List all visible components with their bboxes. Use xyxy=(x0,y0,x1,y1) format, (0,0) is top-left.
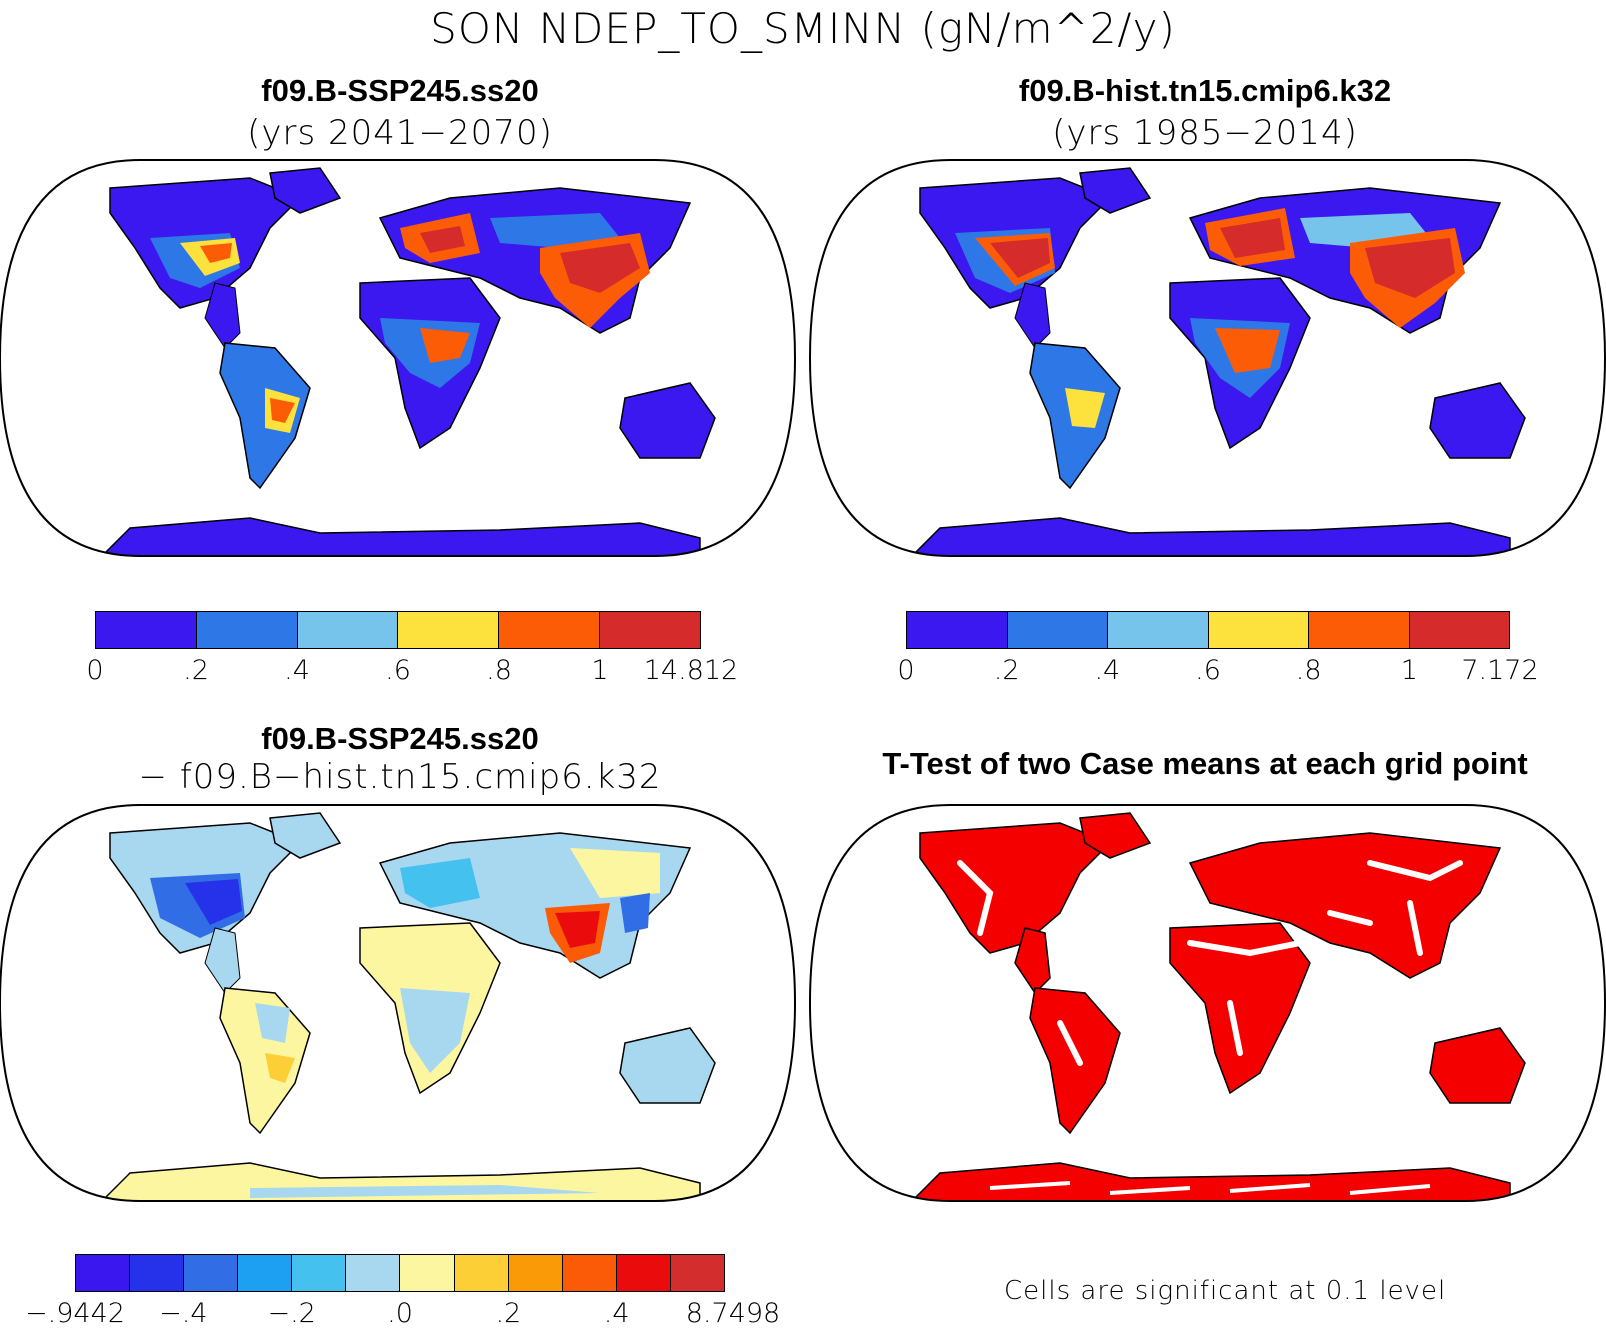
colorbar-swatch xyxy=(600,612,700,648)
colorbar-tick-label: .0 xyxy=(387,1298,413,1329)
colorbar-swatch xyxy=(292,1255,347,1291)
colorbar-swatch xyxy=(1409,612,1509,648)
colorbar-tick-label: .4 xyxy=(284,655,310,686)
colorbar-tick-label: 1 xyxy=(1400,655,1418,686)
colorbar-tick-label: .8 xyxy=(1295,655,1322,686)
colorbar-tick-label: 8.7498 xyxy=(685,1298,781,1329)
colorbar-swatch xyxy=(907,612,1008,648)
colorbar-tick-label: .2 xyxy=(495,1298,522,1329)
colorbar-tick-label: .8 xyxy=(486,655,512,686)
colorbar-swatch xyxy=(130,1255,185,1291)
colorbar-swatch xyxy=(76,1255,131,1291)
colorbar-tick-label: −.2 xyxy=(267,1298,316,1329)
colorbar-tick-label: .2 xyxy=(993,655,1020,686)
map-bottom-left xyxy=(0,804,797,1202)
colorbar-swatch xyxy=(346,1255,401,1291)
colorbar-tick-label: .6 xyxy=(385,655,411,686)
panel-bl-subtitle: − f09.B−hist.tn15.cmip6.k32 xyxy=(138,757,662,797)
colorbar-swatch xyxy=(1007,612,1108,648)
colorbar-swatch xyxy=(1208,612,1309,648)
colorbar-swatch xyxy=(1309,612,1410,648)
colorbar-tick-label: 1 xyxy=(591,655,609,686)
map-top-left xyxy=(0,159,797,557)
colorbar-tick-label: 7.172 xyxy=(1461,655,1539,686)
colorbar-swatch xyxy=(96,612,197,648)
colorbar-tick-label: −.4 xyxy=(159,1298,208,1329)
map-bottom-right xyxy=(808,804,1606,1202)
panel-tl-case: f09.B-SSP245.ss20 xyxy=(261,73,539,108)
figure-title: SON NDEP_TO_SMINN (gN/m^2/y) xyxy=(430,4,1176,53)
colorbar-tick-label: 14.812 xyxy=(643,655,739,686)
colorbar-top-left xyxy=(95,611,701,649)
colorbar-bottom-left xyxy=(75,1254,725,1292)
colorbar-swatch xyxy=(508,1255,563,1291)
colorbar-tick-label: .4 xyxy=(603,1298,630,1329)
colorbar-tick-label: .4 xyxy=(1094,655,1121,686)
colorbar-swatch xyxy=(562,1255,617,1291)
panel-tr-subtitle: (yrs 1985−2014) xyxy=(1052,113,1358,153)
colorbar-swatch xyxy=(499,612,601,648)
panel-bl-case: f09.B-SSP245.ss20 xyxy=(261,721,539,756)
panel-tr-case: f09.B-hist.tn15.cmip6.k32 xyxy=(1018,73,1392,108)
colorbar-swatch xyxy=(400,1255,455,1291)
colorbar-swatch xyxy=(616,1255,671,1291)
colorbar-swatch xyxy=(1108,612,1209,648)
colorbar-tick-label: .2 xyxy=(183,655,209,686)
map-top-right xyxy=(808,159,1606,557)
colorbar-tick-label: .6 xyxy=(1195,655,1221,686)
colorbar-swatch xyxy=(297,612,399,648)
colorbar-tick-label: 0 xyxy=(897,655,915,686)
panel-tl-subtitle: (yrs 2041−2070) xyxy=(247,113,553,153)
colorbar-tick-label: 0 xyxy=(86,655,104,686)
colorbar-swatch xyxy=(196,612,298,648)
colorbar-swatch xyxy=(238,1255,293,1291)
colorbar-swatch xyxy=(398,612,500,648)
colorbar-top-right xyxy=(906,611,1510,649)
colorbar-swatch xyxy=(670,1255,724,1291)
significance-note: Cells are significant at 0.1 level xyxy=(1004,1276,1447,1306)
panel-br-title: T-Test of two Case means at each grid po… xyxy=(882,746,1528,781)
colorbar-swatch xyxy=(184,1255,239,1291)
colorbar-swatch xyxy=(454,1255,509,1291)
colorbar-tick-label: −.9442 xyxy=(25,1298,125,1329)
